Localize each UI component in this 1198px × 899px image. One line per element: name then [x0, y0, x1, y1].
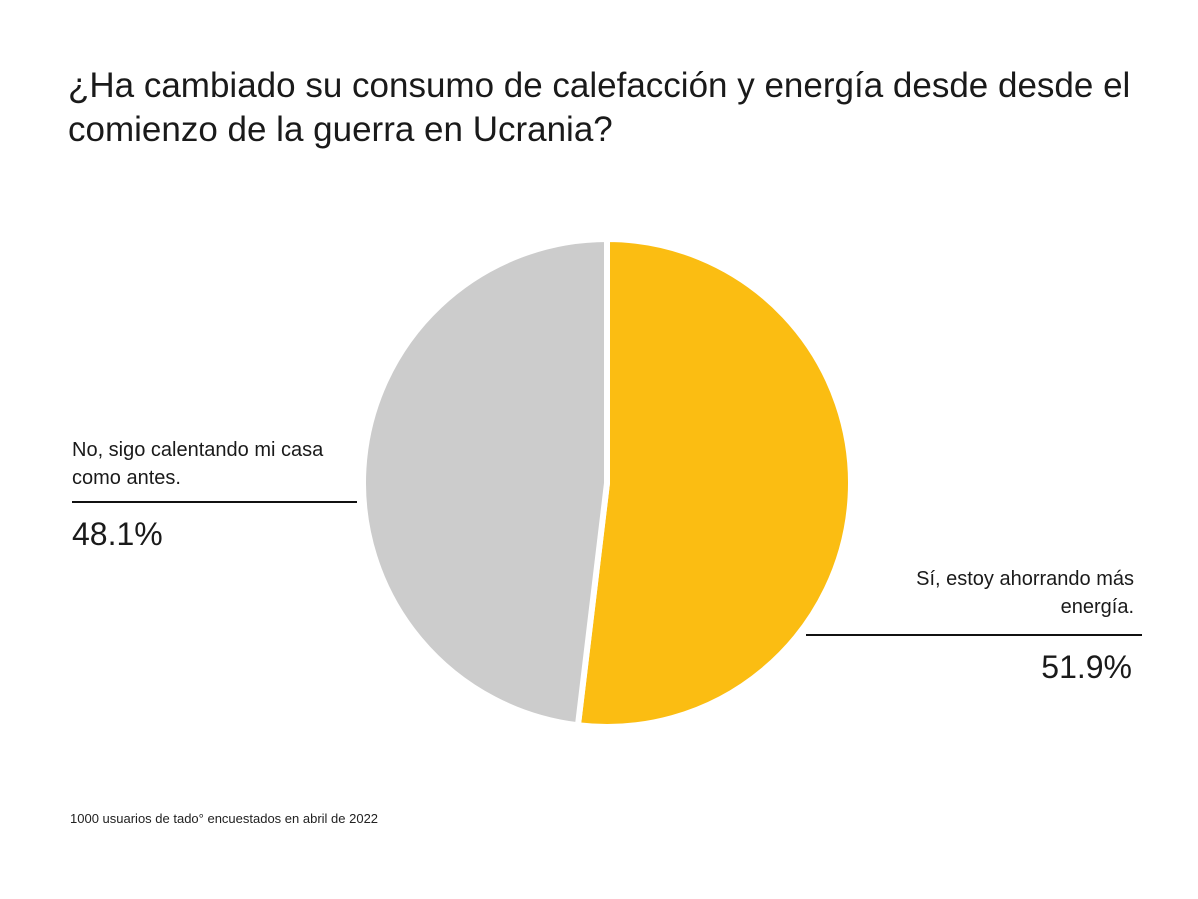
slice-value-no: 48.1% — [72, 516, 163, 552]
label-rule-no — [72, 501, 357, 503]
pie-slice-yes — [574, 236, 854, 730]
slice-label-no: No, sigo calentando mi casa como antes. — [72, 439, 324, 489]
slice-label-yes: Sí, estoy ahorrando más energía. — [916, 568, 1134, 618]
chart-title: ¿Ha cambiado su consumo de calefacción y… — [68, 66, 1131, 149]
footnote: 1000 usuarios de tado° encuestados en ab… — [70, 811, 379, 826]
slice-value-yes: 51.9% — [1041, 649, 1132, 685]
pie-slice-no — [360, 236, 610, 729]
label-rule-yes — [806, 634, 1142, 636]
